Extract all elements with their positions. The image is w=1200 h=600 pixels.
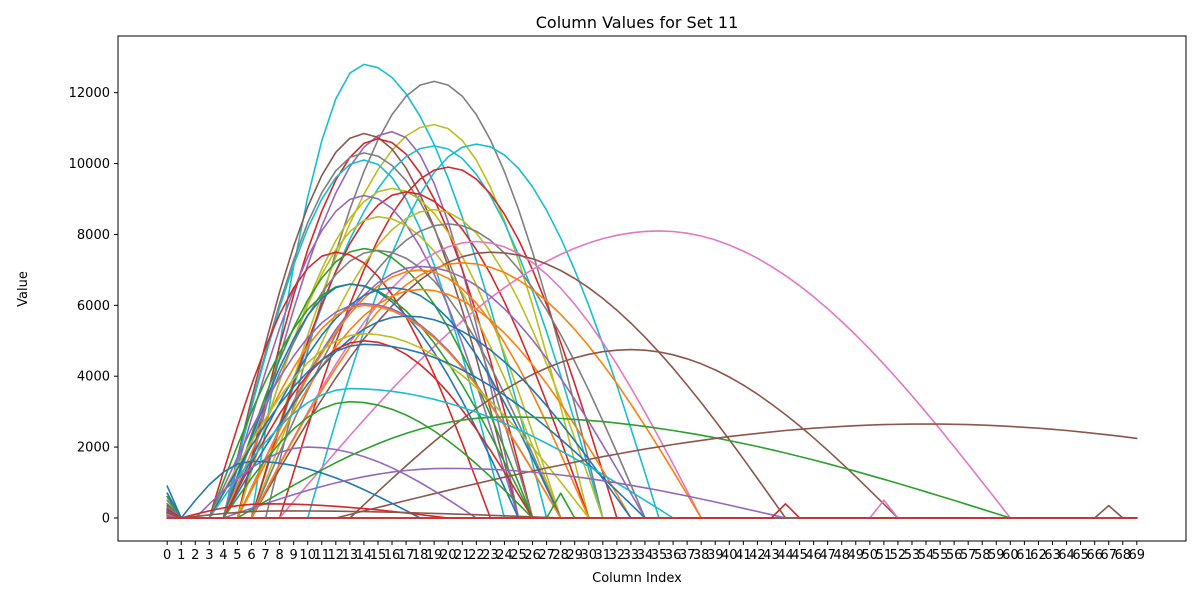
x-tick-label: 52	[890, 548, 907, 563]
x-tick-label: 20	[440, 548, 457, 563]
x-tick-label: 66	[1086, 548, 1103, 563]
x-tick-label: 32	[609, 548, 626, 563]
x-tick-label: 61	[1016, 548, 1033, 563]
x-axis-ticks: 0 1 2 3 4 5 6 7 8 9 101112131415161718192021222324…	[163, 541, 1145, 563]
x-tick-label: 24	[496, 548, 513, 563]
x-tick-label: 9	[290, 548, 298, 563]
x-axis-label: Column Index	[592, 571, 682, 586]
y-tick-label: 0	[102, 511, 110, 526]
x-tick-label: 69	[1129, 548, 1146, 563]
x-tick-label: 65	[1072, 548, 1089, 563]
x-tick-label: 58	[974, 548, 991, 563]
x-tick-label: 6	[247, 548, 255, 563]
x-tick-label: 29	[566, 548, 583, 563]
series-line-13	[166, 191, 1138, 519]
x-tick-label: 45	[791, 548, 808, 563]
x-tick-label: 47	[819, 548, 836, 563]
y-tick-label: 8000	[77, 228, 110, 243]
y-tick-label: 12000	[69, 86, 110, 101]
series-line-4	[166, 130, 1138, 519]
y-axis-ticks: 0 2000 4000 6000 8000 10000 12000	[69, 86, 118, 526]
x-tick-label: 17	[398, 548, 415, 563]
x-tick-label: 33	[623, 548, 640, 563]
series-line-42	[166, 446, 1138, 519]
x-tick-label: 50	[862, 548, 879, 563]
x-tick-label: 11	[313, 548, 330, 563]
x-tick-label: 64	[1058, 548, 1075, 563]
x-tick-label: 1	[177, 548, 185, 563]
x-tick-label: 16	[384, 548, 401, 563]
x-tick-label: 35	[651, 548, 668, 563]
x-tick-label: 10	[299, 548, 316, 563]
x-tick-label: 19	[426, 548, 443, 563]
x-tick-label: 3	[205, 548, 213, 563]
x-tick-label: 63	[1044, 548, 1061, 563]
x-tick-label: 40	[721, 548, 738, 563]
x-tick-label: 54	[918, 548, 935, 563]
x-tick-label: 42	[749, 548, 766, 563]
x-tick-label: 59	[988, 548, 1005, 563]
x-tick-label: 55	[932, 548, 949, 563]
x-tick-label: 44	[777, 548, 794, 563]
x-tick-label: 68	[1114, 548, 1131, 563]
series-line-50	[166, 502, 1138, 519]
x-tick-label: 0	[163, 548, 171, 563]
x-tick-label: 18	[412, 548, 429, 563]
x-tick-label: 62	[1030, 548, 1047, 563]
y-tick-label: 2000	[77, 441, 110, 456]
x-tick-label: 21	[454, 548, 471, 563]
x-tick-label: 53	[904, 548, 921, 563]
x-tick-label: 37	[679, 548, 696, 563]
x-tick-label: 28	[552, 548, 569, 563]
y-axis-label: Value	[16, 271, 31, 307]
x-tick-label: 56	[946, 548, 963, 563]
x-tick-label: 60	[1002, 548, 1019, 563]
x-tick-label: 36	[665, 548, 682, 563]
x-tick-label: 46	[805, 548, 822, 563]
x-tick-label: 13	[342, 548, 359, 563]
x-tick-label: 22	[468, 548, 485, 563]
series-layer	[166, 63, 1138, 519]
x-tick-label: 34	[637, 548, 654, 563]
plot-frame	[117, 35, 1187, 542]
series-line-40	[166, 416, 1138, 519]
x-tick-label: 2	[191, 548, 199, 563]
series-line-3	[166, 123, 1138, 519]
x-tick-label: 7	[261, 548, 269, 563]
x-tick-label: 27	[538, 548, 555, 563]
x-tick-label: 14	[356, 548, 373, 563]
x-tick-label: 41	[735, 548, 752, 563]
x-tick-label: 48	[833, 548, 850, 563]
x-tick-label: 51	[876, 548, 893, 563]
x-tick-label: 5	[233, 548, 241, 563]
chart-title: Column Values for Set 11	[536, 13, 739, 32]
x-tick-label: 43	[763, 548, 780, 563]
x-tick-label: 30	[580, 548, 597, 563]
y-tick-label: 6000	[77, 299, 110, 314]
series-line-2	[166, 80, 1138, 519]
series-line-33	[166, 315, 1138, 519]
x-tick-label: 25	[510, 548, 527, 563]
x-tick-label: 49	[847, 548, 864, 563]
x-tick-label: 26	[524, 548, 541, 563]
x-tick-label: 8	[275, 548, 283, 563]
x-tick-label: 12	[328, 548, 345, 563]
x-tick-label: 38	[693, 548, 710, 563]
y-tick-label: 10000	[69, 157, 110, 172]
x-tick-label: 15	[370, 548, 387, 563]
x-tick-label: 23	[482, 548, 499, 563]
x-tick-label: 39	[707, 548, 724, 563]
x-tick-label: 67	[1100, 548, 1117, 563]
x-tick-label: 31	[595, 548, 612, 563]
series-line-15	[166, 208, 1138, 519]
x-tick-label: 4	[219, 548, 227, 563]
x-tick-label: 57	[960, 548, 977, 563]
series-line-18	[166, 230, 1138, 519]
series-line-5	[166, 132, 1138, 519]
y-tick-label: 4000	[77, 370, 110, 385]
